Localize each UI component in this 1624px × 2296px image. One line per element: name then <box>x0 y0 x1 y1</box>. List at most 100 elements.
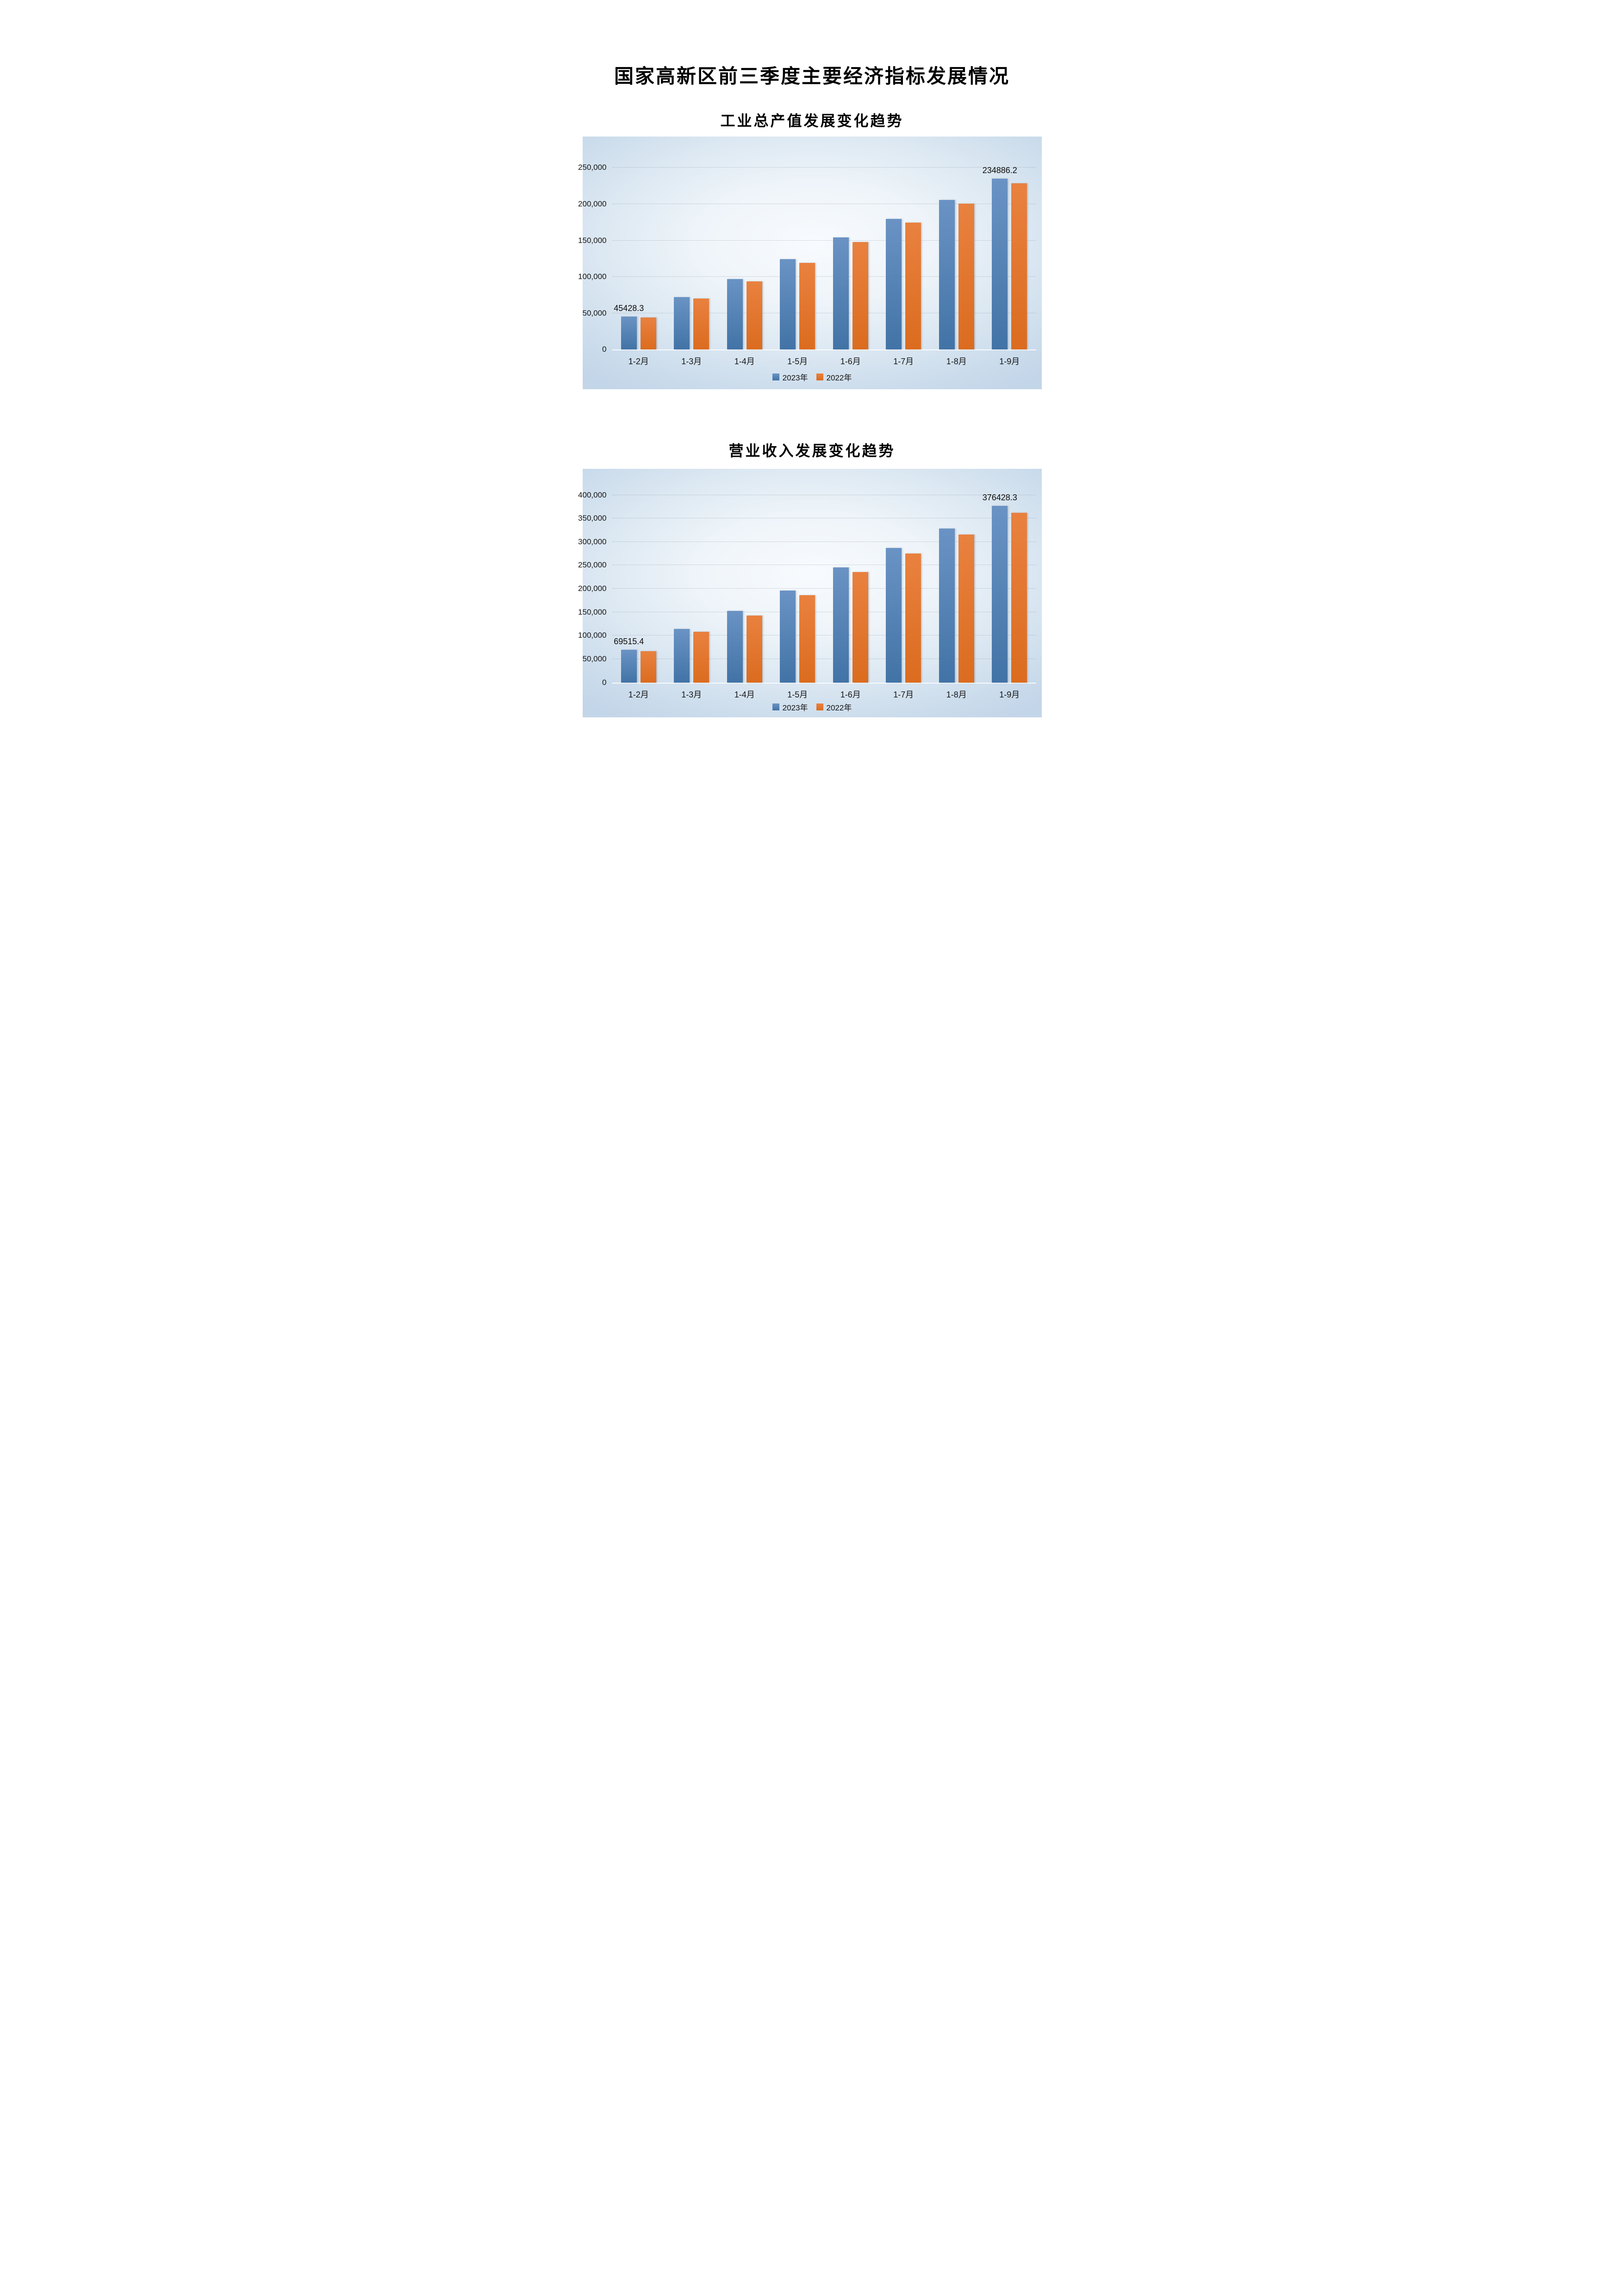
data-label: 234886.2 <box>982 166 1017 175</box>
data-label: 376428.3 <box>982 493 1017 503</box>
x-axis-tick-label: 1-4月 <box>734 357 755 367</box>
bar-2022年-1-9月 <box>1011 183 1027 350</box>
y-axis-tick-label: 200,000 <box>578 199 607 208</box>
gridline <box>612 167 1036 168</box>
y-axis-tick-label: 50,000 <box>582 654 607 663</box>
category-group-1-5月: 1-5月 <box>771 495 824 699</box>
bar-2022年-1-7月 <box>905 223 921 350</box>
gridline <box>612 240 1036 241</box>
y-axis-tick-label: 150,000 <box>578 236 607 245</box>
category-group-1-9月: 376428.3 1-9月 <box>983 493 1036 699</box>
category-group-1-6月: 1-6月 <box>824 495 877 699</box>
x-axis-tick-label: 1-5月 <box>787 690 808 699</box>
bar-2022年-1-6月 <box>852 242 868 350</box>
plot-area: 0 50,000 100,000 150,000 200,000 250,000 45428… <box>578 163 1036 366</box>
bar-2022年-1-7月 <box>905 554 921 683</box>
y-axis-tick-label: 50,000 <box>582 308 607 317</box>
gridline <box>612 276 1036 277</box>
legend-label: 2022年 <box>826 373 852 383</box>
bar-2023年-1-7月 <box>886 219 902 350</box>
chart-section-operating-revenue: 营业收入发展变化趋势 0 50,000 100,000 150,000 200,000 2… <box>541 443 1083 717</box>
x-axis-tick-label: 1-8月 <box>946 690 967 699</box>
category-group-1-7月: 1-7月 <box>877 168 930 366</box>
y-axis-tick-label: 100,000 <box>578 272 607 281</box>
y-axis-tick-label: 100,000 <box>578 631 607 640</box>
bar-2022年-1-3月 <box>693 298 709 350</box>
chart-legend: 2023年 2022年 <box>583 701 1042 713</box>
page-title: 国家高新区前三季度主要经济指标发展情况 <box>614 65 1010 87</box>
bar-2022年-1-8月 <box>958 534 974 683</box>
bar-2023年-1-4月 <box>727 279 743 350</box>
bar-2023年-1-7月 <box>886 548 902 683</box>
legend-item-2023年: 2023年 <box>772 371 808 383</box>
legend-swatch-icon <box>772 703 779 710</box>
legend-label: 2023年 <box>782 703 808 712</box>
y-axis-tick-label: 0 <box>602 678 607 687</box>
bar-2023年-1-8月 <box>939 199 955 350</box>
category-group-1-8月: 1-8月 <box>930 168 983 366</box>
category-group-1-3月: 1-3月 <box>665 495 718 699</box>
x-axis-tick-label: 1-6月 <box>840 357 861 367</box>
x-axis-tick-label: 1-9月 <box>999 690 1020 699</box>
bar-2022年-1-4月 <box>746 281 762 350</box>
y-axis-tick-label: 0 <box>602 345 607 354</box>
x-axis-tick-label: 1-3月 <box>681 690 702 699</box>
bar-2022年-1-5月 <box>799 595 815 683</box>
legend-item-2022年: 2022年 <box>816 701 852 713</box>
gridline <box>612 588 1036 589</box>
bar-2022年-1-5月 <box>799 262 815 350</box>
x-axis-tick-label: 1-9月 <box>999 357 1020 367</box>
y-axis-tick-label: 250,000 <box>578 560 607 570</box>
y-axis-tick-label: 400,000 <box>578 490 607 499</box>
bar-2023年-1-3月 <box>674 297 690 350</box>
bar-2023年-1-5月 <box>780 590 796 683</box>
x-axis-tick-label: 1-2月 <box>628 357 649 367</box>
category-group-1-2月: 45428.3 1-2月 <box>612 168 666 366</box>
x-axis-tick-label: 1-7月 <box>893 690 914 699</box>
category-group-1-2月: 69515.4 1-2月 <box>612 495 666 699</box>
category-group-1-5月: 1-5月 <box>771 168 824 366</box>
legend-label: 2022年 <box>826 703 852 712</box>
y-axis-tick-label: 250,000 <box>578 163 607 172</box>
legend-label: 2023年 <box>782 373 808 383</box>
x-axis-tick-label: 1-3月 <box>681 357 702 367</box>
bar-2023年-1-6月 <box>833 237 849 350</box>
chart-legend: 2023年 2022年 <box>583 371 1042 383</box>
bar-2022年-1-2月 <box>640 317 656 350</box>
bar-2023年-1-2月: 69515.4 <box>614 637 644 683</box>
x-axis-tick-label: 1-6月 <box>840 690 861 699</box>
bar-2023年-1-2月: 45428.3 <box>614 304 644 350</box>
x-axis-tick-label: 1-7月 <box>893 357 914 367</box>
bar-2023年-1-8月 <box>939 528 955 683</box>
chart1-panel: 0 50,000 100,000 150,000 200,000 250,000 45428… <box>578 137 1042 390</box>
legend-swatch-icon <box>816 373 823 381</box>
x-axis-tick-label: 1-8月 <box>946 357 967 367</box>
bar-2022年-1-4月 <box>746 615 762 683</box>
data-label: 45428.3 <box>614 303 644 313</box>
category-group-1-9月: 234886.2 1-9月 <box>983 166 1036 366</box>
document-page: 国家高新区前三季度主要经济指标发展情况 工业总产值发展变化趋势 0 50,000 1… <box>541 0 1083 765</box>
bar-2022年-1-3月 <box>693 631 709 683</box>
y-axis-tick-label: 300,000 <box>578 537 607 546</box>
bar-groups: 69515.4 1-2月 1-3月 1-4月 1-5月 1-6月 1-7月 1-8月 37642… <box>612 493 1036 699</box>
bar-2022年-1-8月 <box>958 204 974 350</box>
bar-2023年-1-9月: 376428.3 <box>983 493 1017 683</box>
legend-item-2023年: 2023年 <box>772 701 808 713</box>
bar-2023年-1-3月 <box>674 629 690 683</box>
bar-2022年-1-2月 <box>640 651 656 683</box>
legend-swatch-icon <box>816 703 823 710</box>
category-group-1-6月: 1-6月 <box>824 168 877 366</box>
gridline <box>612 541 1036 542</box>
y-axis-tick-label: 150,000 <box>578 607 607 616</box>
chart-section-industrial-output: 工业总产值发展变化趋势 0 50,000 100,000 150,000 200,000… <box>541 112 1083 390</box>
x-axis-tick-label: 1-5月 <box>787 357 808 367</box>
category-group-1-3月: 1-3月 <box>665 168 718 366</box>
category-group-1-7月: 1-7月 <box>877 495 930 699</box>
chart2-panel: 0 50,000 100,000 150,000 200,000 250,000 300,0… <box>578 468 1042 717</box>
bar-2023年-1-9月: 234886.2 <box>983 166 1017 350</box>
category-group-1-4月: 1-4月 <box>718 168 772 366</box>
plot-area: 0 50,000 100,000 150,000 200,000 250,000 300,0… <box>578 491 1036 699</box>
x-axis-tick-label: 1-2月 <box>628 690 649 699</box>
y-axis-tick-label: 200,000 <box>578 584 607 593</box>
x-axis-tick-label: 1-4月 <box>734 690 755 699</box>
